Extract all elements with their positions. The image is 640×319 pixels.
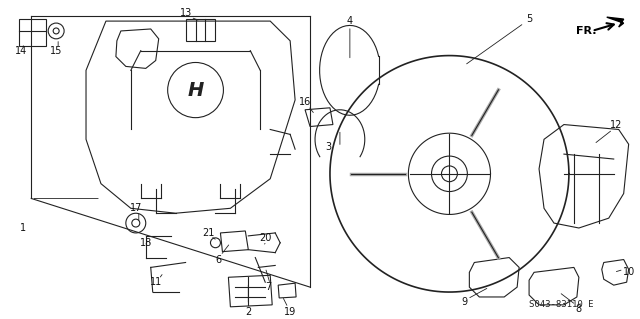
Text: 1: 1 bbox=[20, 223, 26, 233]
Text: FR.: FR. bbox=[576, 26, 596, 36]
Text: 4: 4 bbox=[347, 16, 353, 26]
Text: 2: 2 bbox=[245, 307, 252, 317]
Text: 8: 8 bbox=[576, 304, 582, 314]
Text: 9: 9 bbox=[461, 297, 467, 307]
Text: 19: 19 bbox=[284, 307, 296, 317]
Text: 15: 15 bbox=[50, 46, 62, 56]
Text: H: H bbox=[188, 81, 204, 100]
Text: 17: 17 bbox=[130, 203, 142, 213]
Text: 14: 14 bbox=[15, 46, 28, 56]
Text: 11: 11 bbox=[150, 277, 162, 287]
Text: 12: 12 bbox=[609, 120, 622, 130]
Text: S043-83110 E: S043-83110 E bbox=[529, 300, 593, 309]
Text: 6: 6 bbox=[216, 255, 221, 264]
Text: 21: 21 bbox=[202, 228, 214, 238]
Text: 5: 5 bbox=[526, 14, 532, 24]
Text: 10: 10 bbox=[623, 267, 635, 277]
Text: 7: 7 bbox=[265, 282, 271, 292]
Text: 13: 13 bbox=[179, 8, 192, 18]
Text: 16: 16 bbox=[299, 97, 311, 107]
Text: 18: 18 bbox=[140, 238, 152, 248]
Text: 3: 3 bbox=[325, 142, 331, 152]
Text: 20: 20 bbox=[259, 233, 271, 243]
Polygon shape bbox=[607, 17, 623, 27]
